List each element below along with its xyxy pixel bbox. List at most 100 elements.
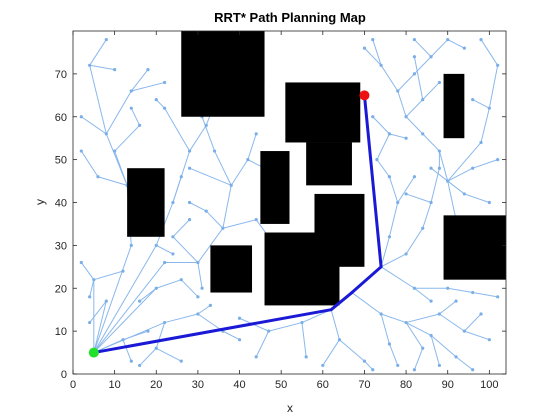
endpoint-markers (88, 90, 370, 358)
tree-edge (89, 279, 95, 297)
tree-node (104, 299, 108, 303)
tree-edge (405, 99, 424, 118)
tree-node (146, 329, 150, 333)
tree-node (412, 37, 417, 42)
tree-node (437, 312, 441, 316)
tree-edge (301, 322, 307, 357)
tree-edge (488, 65, 499, 109)
tree-edge (330, 309, 340, 340)
tree-node (404, 192, 408, 196)
goal-marker (359, 90, 370, 101)
tree-node (379, 312, 383, 316)
tree-edge (455, 356, 473, 371)
tree-node (421, 346, 425, 350)
tree-node (404, 252, 408, 256)
tree-node (79, 149, 83, 153)
tree-edge (93, 245, 132, 353)
tree-edge (222, 219, 257, 229)
tree-edge (376, 133, 390, 160)
tree-edge (222, 185, 232, 229)
tree-node (487, 200, 491, 205)
tree-node (396, 89, 400, 93)
tree-edge (464, 313, 482, 332)
tree-edge (389, 133, 407, 139)
tree-edge (405, 322, 424, 349)
tree-edge (268, 322, 303, 332)
tree-edge (80, 262, 95, 280)
tree-node (454, 355, 458, 359)
tree-edge (422, 133, 440, 152)
tree-node (113, 149, 117, 153)
tree-node (362, 46, 367, 50)
tree-edge (388, 176, 399, 203)
tree-node (446, 286, 450, 290)
x-tick-label: 40 (233, 379, 245, 391)
tree-edge (422, 202, 432, 229)
tree-edge (364, 47, 382, 66)
tree-edge (114, 150, 128, 186)
tree-edge (380, 65, 399, 92)
y-tick-label: 70 (55, 69, 67, 81)
y-tick-label: 10 (55, 326, 67, 338)
obstacle (260, 31, 265, 83)
tree-node (88, 320, 92, 325)
tree-edge (430, 167, 449, 182)
obstacles (127, 31, 506, 306)
tree-edge (364, 360, 374, 371)
tree-node (162, 80, 167, 85)
tree-edge (380, 236, 390, 267)
tree-node (79, 115, 83, 119)
tree-node (254, 132, 258, 136)
tree-edge (156, 347, 182, 362)
tree-node (421, 98, 425, 102)
tree-node (138, 363, 142, 368)
tree-edge (89, 300, 107, 323)
tree-node (96, 175, 100, 179)
tree-edge (139, 347, 157, 366)
tree-node (429, 200, 433, 205)
tree-node (379, 63, 383, 67)
tree-node (304, 355, 308, 359)
tree-node (437, 363, 441, 368)
tree-edge (380, 253, 407, 268)
tree-edge (447, 180, 465, 195)
tree-edge (472, 99, 490, 109)
tree-node (437, 80, 441, 85)
tree-edge (93, 245, 157, 353)
tree-node (179, 359, 183, 363)
tree-edge (447, 180, 457, 220)
tree-node (187, 149, 192, 153)
tree-node (387, 342, 392, 346)
tree-edge (122, 330, 149, 341)
tree-node (212, 149, 217, 153)
tree-edge (430, 335, 440, 366)
tree-edge (93, 262, 165, 353)
tree-edge (480, 39, 499, 66)
tree-edge (397, 90, 407, 117)
x-tick-label: 70 (358, 379, 370, 391)
tree-node (462, 192, 466, 196)
tree-edge (122, 339, 132, 362)
tree-edge (180, 279, 199, 298)
tree-edge (464, 193, 490, 203)
tree-edge (372, 116, 390, 135)
tree-node (454, 299, 458, 303)
tree-edge (89, 64, 115, 71)
tree-node (462, 46, 466, 50)
tree-edge (414, 39, 432, 58)
tree-node (88, 63, 92, 67)
tree-edge (93, 270, 124, 281)
tree-node (196, 295, 200, 299)
tree-node (200, 286, 204, 290)
tree-edge (172, 176, 182, 203)
tree-node (437, 166, 441, 170)
tree-edge (164, 313, 199, 324)
obstacle (260, 151, 290, 224)
tree-node (129, 359, 133, 363)
tree-node (362, 359, 367, 363)
x-axis-label: x (287, 401, 293, 415)
tree-edge (255, 330, 270, 358)
tree-node (171, 200, 175, 205)
tree-node (187, 166, 192, 170)
